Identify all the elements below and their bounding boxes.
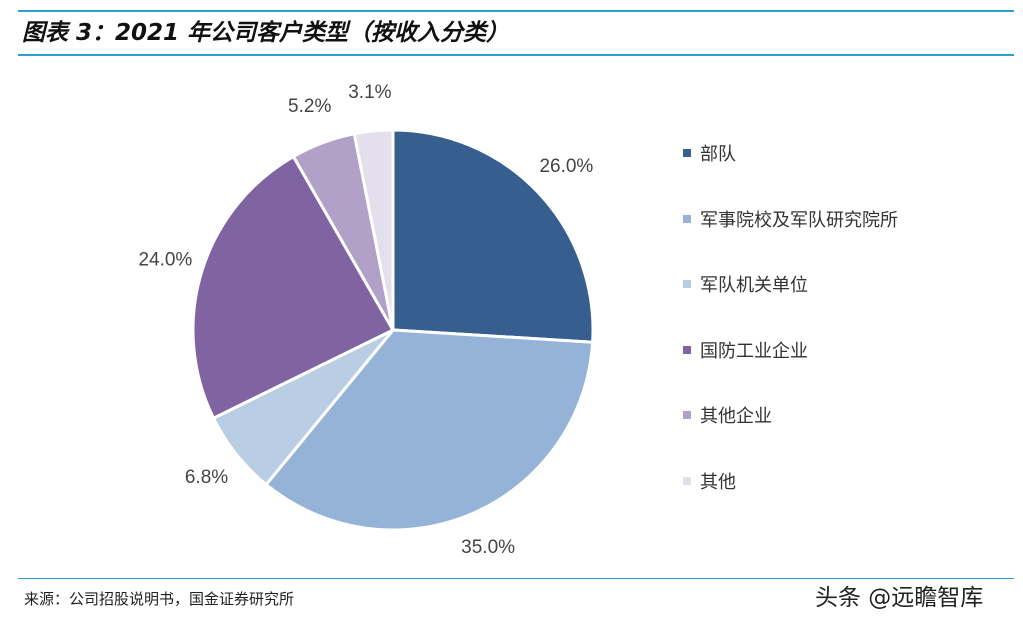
- legend-label: 其他企业: [700, 406, 772, 427]
- pie-slice: [263, 328, 595, 532]
- legend-swatch: [683, 476, 691, 485]
- legend-swatch: [683, 280, 691, 288]
- slice-value-label: 26.0%: [539, 156, 593, 177]
- slice-value-label: 24.0%: [138, 249, 192, 270]
- legend-label: 国防工业企业: [700, 340, 808, 362]
- legend-label: 军事院校及军队研究院所: [700, 209, 898, 231]
- legend-swatch: [683, 149, 691, 157]
- bottom-rule: [18, 578, 1014, 579]
- source-note: 来源：公司招股说明书，国金证券研究所: [24, 590, 295, 608]
- title-rule: [18, 54, 1014, 56]
- legend-item: 部队: [683, 140, 736, 166]
- legend-item: 其他: [683, 468, 736, 494]
- chart-title: 图表 3：2021 年公司客户类型（按收入分类）: [22, 20, 510, 46]
- legend-swatch: [683, 411, 691, 419]
- legend-item: 其他企业: [683, 402, 772, 428]
- pie-slice: [352, 128, 395, 331]
- legend-label: 其他: [700, 471, 736, 493]
- pie-slices: [191, 128, 595, 532]
- legend-item: 军事院校及军队研究院所: [683, 206, 898, 232]
- legend-item: 国防工业企业: [683, 337, 808, 363]
- legend-label: 军队机关单位: [700, 275, 808, 296]
- legend-swatch: [683, 345, 691, 354]
- legend-item: 军队机关单位: [683, 271, 808, 297]
- top-rule: [18, 10, 1014, 12]
- legend-swatch: [683, 214, 691, 223]
- legend-label: 部队: [700, 144, 736, 165]
- pie-labels: 26.0% 35.0% 6.8% 24.0% 5.2% 3.1%: [138, 82, 593, 558]
- pie-slice: [391, 128, 595, 344]
- slice-value-label: 35.0%: [461, 537, 515, 558]
- slice-value-label: 3.1%: [348, 82, 391, 103]
- pie-slice: [191, 154, 396, 421]
- watermark: 头条 @远瞻智库: [815, 585, 984, 611]
- slice-value-label: 5.2%: [288, 96, 331, 117]
- slice-value-label: 6.8%: [185, 467, 228, 488]
